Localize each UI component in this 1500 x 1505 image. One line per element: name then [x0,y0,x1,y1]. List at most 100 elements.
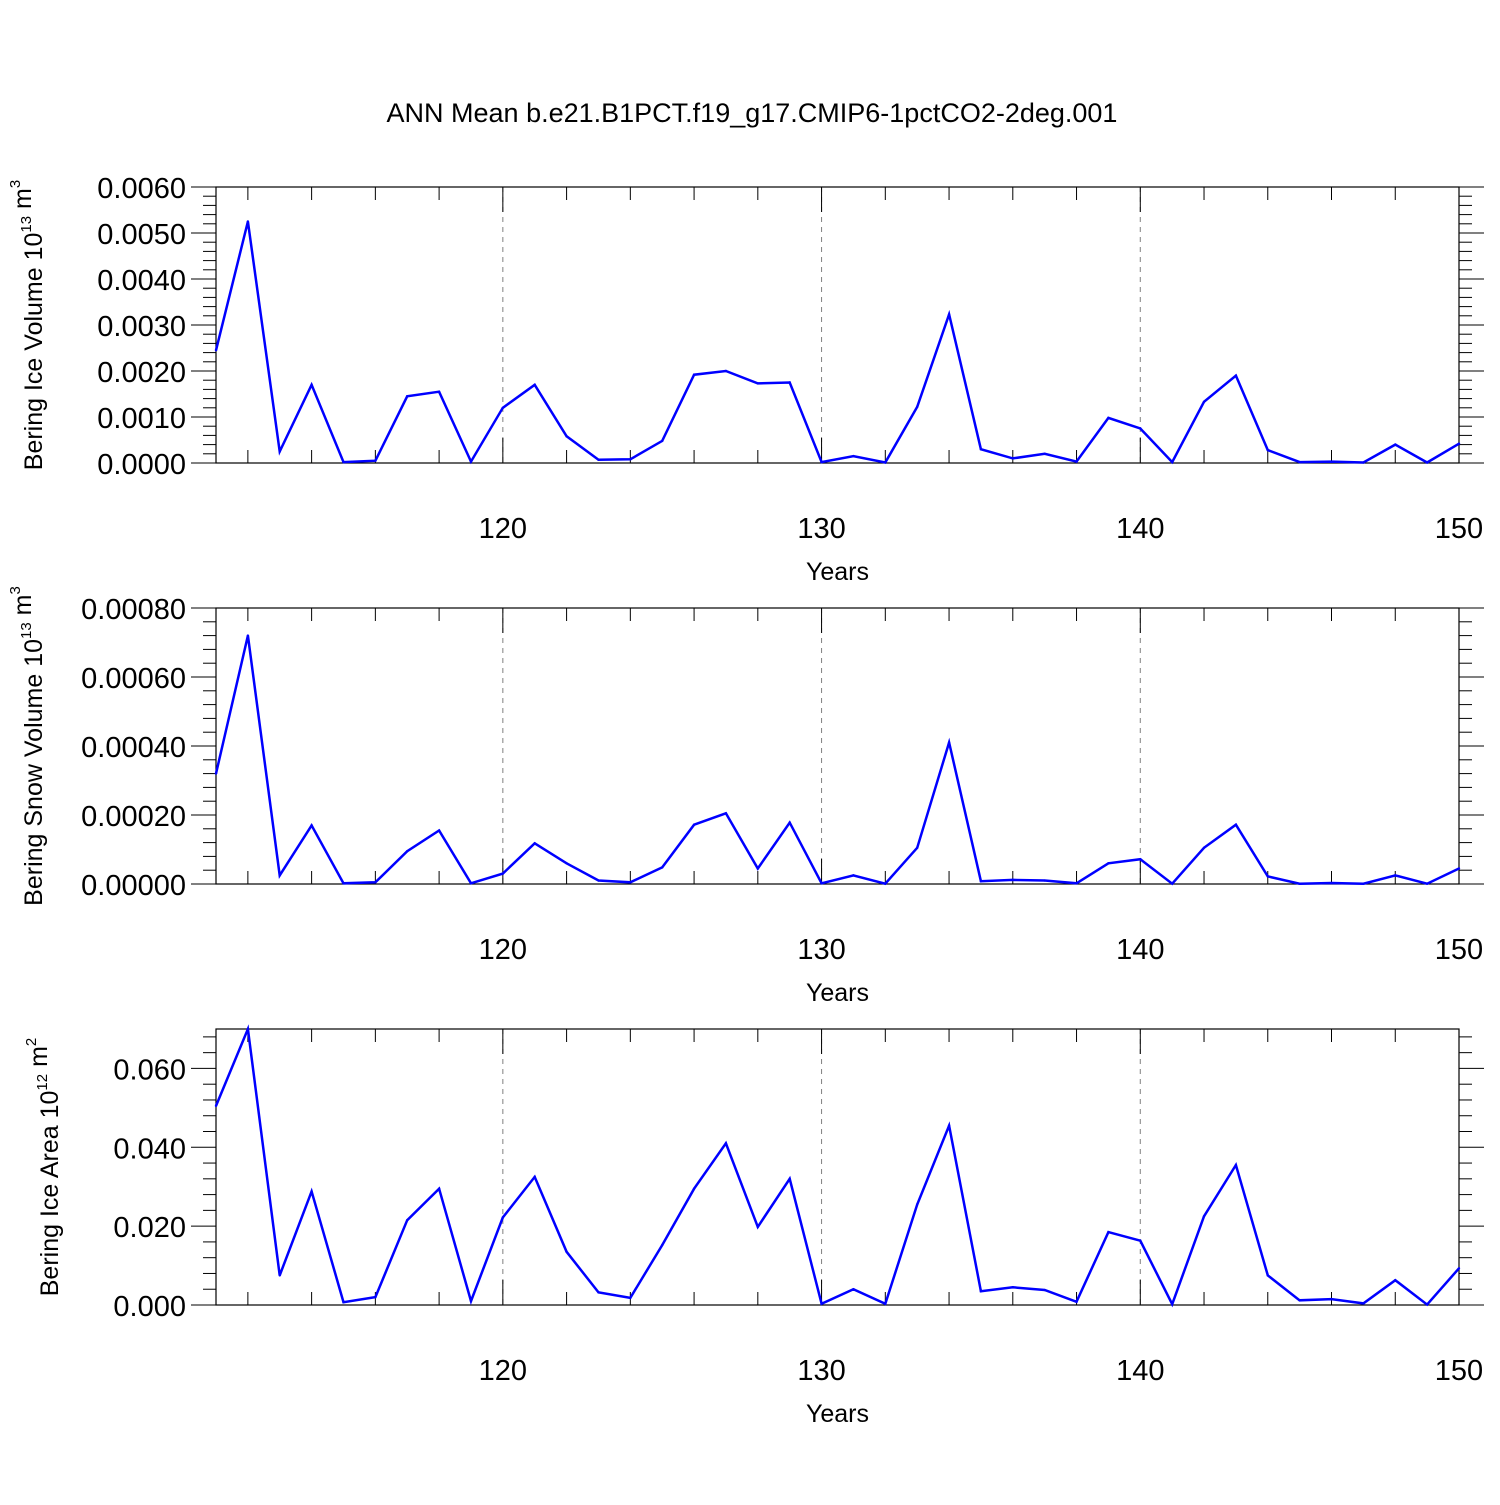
chart-title: ANN Mean b.e21.B1PCT.f19_g17.CMIP6-1pctC… [387,98,1118,128]
panel-3-data-point [342,1301,345,1304]
panel-3-data-point [406,1219,409,1222]
panel-1-plot-frame [215,186,1460,464]
panel-1-data-point [979,448,983,451]
panel-3-y-axis-label: Bering Ice Area 1012 m2 [23,1038,64,1297]
panel-3-x-tick-label: 140 [1116,1355,1164,1387]
panel-1-y-tick-label: 0.0030 [97,311,186,343]
panel-2-data-point [1139,857,1142,861]
panel-2-data-point [756,867,760,870]
panel-2-data-point [469,882,473,885]
panel-2-data-point [1425,882,1429,885]
panel-1-y-tick-label: 0.0050 [97,219,186,251]
panel-2-data-point [692,823,696,826]
panel-1-data-point [1298,460,1301,464]
panel-3-data-point [661,1243,664,1247]
panel-3-data-point [884,1302,887,1306]
panel-2-data-point [437,829,441,832]
panel-2-series-line [214,635,1460,886]
panel-1-data-point [1362,461,1365,464]
panel-2-data-point [1234,823,1238,826]
panel-1-data-point [947,313,951,316]
panel-3-x-tick-label: 120 [479,1355,527,1387]
panel-2-data-point [1107,862,1110,865]
panel-3-data-point [278,1274,281,1277]
panel-1-y-tick-label: 0.0000 [97,449,186,481]
panel-3-data-point [1425,1303,1429,1306]
panel-1-data-point [1202,400,1206,404]
panel-1-data-point [437,390,441,393]
panel-3-data-point [533,1175,536,1179]
panel-3-data-point [374,1295,377,1299]
panel-3-data-point [1011,1286,1014,1289]
panel-2-x-tick-label: 140 [1116,934,1164,966]
panel-3-data-point [947,1124,951,1127]
panel-3-y-tick-label: 0.040 [113,1133,186,1165]
panel-1-data-point [1457,442,1461,445]
panel-3-data-point [788,1177,791,1181]
panel-2-y-axis-label: Bering Snow Volume 1013 m3 [7,586,48,906]
panel-1-data-point [1107,416,1110,420]
panel-3-x-tick-label: 130 [797,1355,845,1387]
panel-2-x-tick-label: 130 [797,934,845,966]
panel-1-x-tick-label: 120 [479,513,527,545]
panel-2-plot-frame [215,607,1460,885]
panel-2-data-point [661,866,664,869]
panel-1-data-point [1394,443,1397,446]
panel-3-data-point [756,1225,760,1229]
panel-3-data-point [724,1142,728,1145]
panel-3-data-point [437,1187,441,1190]
panel-2-data-point [1457,867,1461,870]
panel-3-x-axis-label: Years [806,1400,869,1428]
panel-2-data-point [342,882,345,885]
panel-2-data-point [406,850,409,853]
panel-1-data-point [852,454,855,458]
panel-1-x-tick-label: 150 [1435,513,1483,545]
panel-1-data-point [692,373,696,376]
panel-2-data-point [1075,882,1078,885]
panel-1-data-point [1330,460,1333,463]
panel-2-data-point [1043,879,1046,882]
panel-2-data-point [724,812,728,815]
panel-1-y-tick-label: 0.0060 [97,173,186,205]
panel-3-data-point [979,1290,983,1293]
panel-2-data-point [1362,882,1365,885]
panel-2-data-point [884,882,887,885]
panel-3-y-tick-label: 0.060 [113,1054,186,1086]
panel-1-data-point [1011,457,1014,460]
panel-2-data-point [1202,846,1206,849]
panel-2-data-point [310,824,313,827]
panel-2-data-point [1266,875,1269,878]
panel-1-data-point [597,458,600,461]
panel-2-data-point [1330,881,1333,885]
panel-1-data-point [565,435,568,438]
panel-1-data-point [1266,448,1269,452]
panel-1-y-tick-label: 0.0020 [97,357,186,389]
panel-3-data-point [501,1216,505,1219]
panel-3-plot-frame [215,1028,1460,1306]
panel-2-data-point [597,879,600,882]
panel-1-data-point [724,369,728,373]
panel-3-x-tick-label: 150 [1435,1355,1483,1387]
panel-1-data-point [342,460,345,464]
panel-1-data-point [1139,427,1142,430]
panel-1-data-point [310,383,313,386]
panel-3-data-point [1139,1239,1142,1242]
panel-1-data-point [1043,452,1046,455]
panel-3-data-point [565,1250,568,1253]
panel-3-data-point [597,1291,600,1294]
panel-1-data-point [469,460,473,463]
panel-3-data-point [1394,1278,1397,1282]
panel-3-data-point [820,1302,823,1306]
panel-1-data-point [661,439,664,443]
panel-2-data-point [278,874,281,877]
panel-3-data-point [852,1288,855,1291]
panel-1-data-point [406,395,409,398]
panel-1-series-line [214,221,1460,465]
panel-1-data-point [1234,374,1238,377]
panel-1-data-point [629,458,632,461]
panel-1-data-point [501,406,505,409]
panel-2-data-point [246,634,250,637]
panel-1-data-point [756,382,760,385]
panel-2-y-tick-label: 0.00060 [81,663,186,695]
